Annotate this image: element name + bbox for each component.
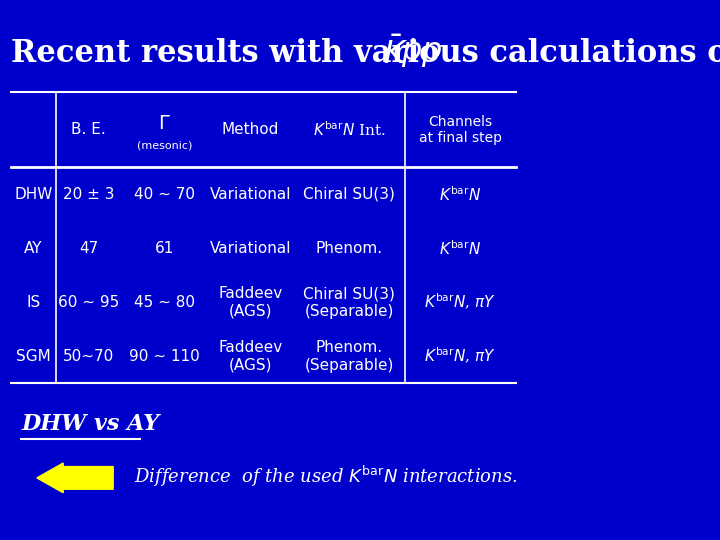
Text: 50∼70: 50∼70 xyxy=(63,349,114,364)
Text: $\mathit{\bar{K}}$: $\mathit{\bar{K}}$ xyxy=(383,38,408,71)
Text: DHW: DHW xyxy=(14,187,53,202)
Text: B. E.: B. E. xyxy=(71,122,107,137)
Text: 40 ∼ 70: 40 ∼ 70 xyxy=(134,187,195,202)
Text: DHW vs AY: DHW vs AY xyxy=(21,413,159,435)
Text: 61: 61 xyxy=(155,241,174,256)
Text: Recent results with various calculations of: Recent results with various calculations… xyxy=(11,38,720,69)
Text: Chiral SU(3): Chiral SU(3) xyxy=(303,187,395,202)
Text: $\mathit{K}^{\mathrm{bar}}\mathit{N}$: $\mathit{K}^{\mathrm{bar}}\mathit{N}$ xyxy=(439,239,482,258)
Text: 47: 47 xyxy=(79,241,99,256)
Text: Faddeev
(AGS): Faddeev (AGS) xyxy=(218,340,283,373)
Text: $\mathit{K}^{\mathrm{bar}}\mathit{N}$, $\pi Y$: $\mathit{K}^{\mathrm{bar}}\mathit{N}$, $… xyxy=(424,346,496,367)
Text: Phenom.: Phenom. xyxy=(315,241,383,256)
Text: Variational: Variational xyxy=(210,241,292,256)
Text: SGM: SGM xyxy=(16,349,50,364)
Text: AY: AY xyxy=(24,241,42,256)
Text: Channels
at final step: Channels at final step xyxy=(419,114,502,145)
Text: Difference  of the used $\mathit{K}^{\mathrm{bar}}\mathit{N}$ interactions.: Difference of the used $\mathit{K}^{\mat… xyxy=(134,464,518,489)
Text: Faddeev
(AGS): Faddeev (AGS) xyxy=(218,286,283,319)
Text: $\mathit{K}^{\mathrm{bar}}\mathit{N}$, $\pi Y$: $\mathit{K}^{\mathrm{bar}}\mathit{N}$, $… xyxy=(424,292,496,313)
Text: $\mathit{pp}$: $\mathit{pp}$ xyxy=(401,38,442,69)
FancyArrow shape xyxy=(37,463,113,492)
Text: 90 ∼ 110: 90 ∼ 110 xyxy=(130,349,200,364)
Text: 60 ∼ 95: 60 ∼ 95 xyxy=(58,295,120,310)
Text: Variational: Variational xyxy=(210,187,292,202)
Text: Chiral SU(3)
(Separable): Chiral SU(3) (Separable) xyxy=(303,286,395,319)
Text: $\mathit{K}^{\mathrm{bar}}\mathit{N}$ Int.: $\mathit{K}^{\mathrm{bar}}\mathit{N}$ In… xyxy=(312,120,386,139)
Text: 45 ∼ 80: 45 ∼ 80 xyxy=(134,295,195,310)
Text: Phenom.
(Separable): Phenom. (Separable) xyxy=(305,340,394,373)
Text: $\Gamma$: $\Gamma$ xyxy=(158,113,171,133)
Text: 20 ± 3: 20 ± 3 xyxy=(63,187,114,202)
Text: IS: IS xyxy=(26,295,40,310)
Text: (mesonic): (mesonic) xyxy=(137,141,192,151)
Text: $\mathit{K}^{\mathrm{bar}}\mathit{N}$: $\mathit{K}^{\mathrm{bar}}\mathit{N}$ xyxy=(439,185,482,204)
Text: Method: Method xyxy=(222,122,279,137)
